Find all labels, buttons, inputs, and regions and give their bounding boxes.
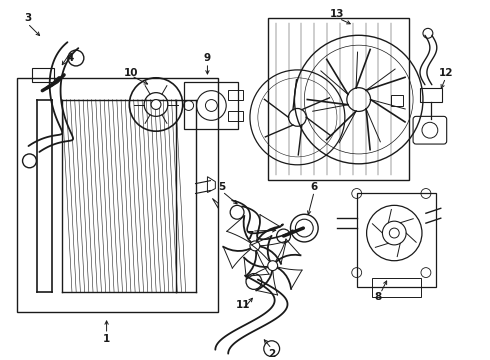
Bar [357, 193, 436, 287]
Bar [184, 82, 238, 129]
Text: 1: 1 [103, 334, 110, 344]
Bar [420, 88, 442, 102]
Text: 3: 3 [24, 13, 31, 23]
Bar [32, 68, 54, 82]
Text: 5: 5 [219, 181, 226, 192]
Text: 4: 4 [66, 53, 74, 63]
Text: 12: 12 [439, 68, 453, 78]
Bar [268, 18, 409, 180]
Text: 2: 2 [268, 348, 275, 359]
Text: 6: 6 [311, 181, 318, 192]
Circle shape [250, 241, 260, 251]
Text: 9: 9 [204, 53, 211, 63]
Text: 11: 11 [236, 300, 250, 310]
Circle shape [151, 100, 161, 109]
Text: 13: 13 [330, 9, 344, 19]
Bar [392, 95, 403, 107]
Text: 8: 8 [375, 292, 382, 302]
Bar [228, 90, 243, 100]
Text: 7: 7 [246, 231, 254, 241]
Circle shape [268, 261, 278, 271]
Bar [17, 78, 219, 312]
Text: 10: 10 [124, 68, 139, 78]
Bar [228, 112, 243, 121]
Bar [371, 278, 421, 297]
